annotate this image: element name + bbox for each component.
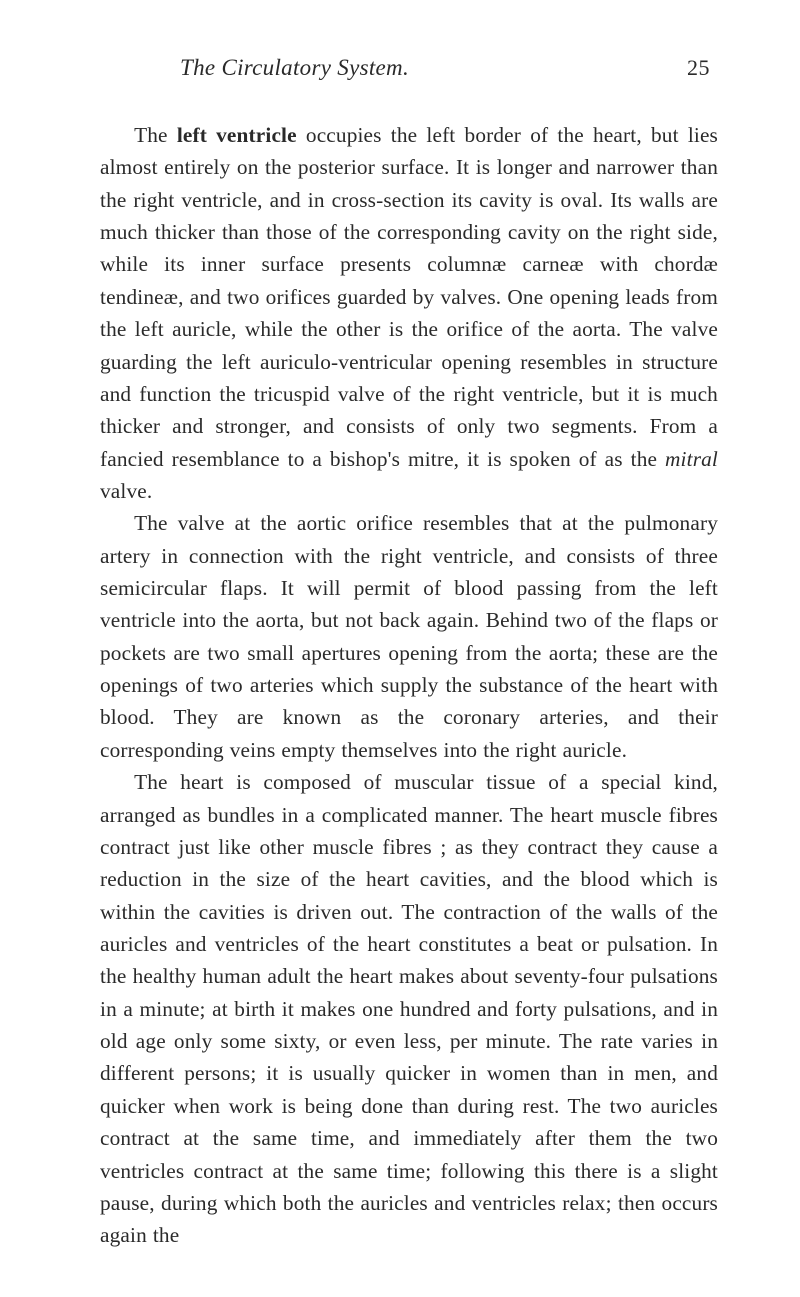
page-number: 25: [687, 55, 710, 81]
text-run: occupies the left border of the heart, b…: [100, 123, 718, 471]
paragraph-2: The valve at the aortic orifice resemble…: [100, 507, 718, 766]
body-text: The left ventricle occupies the left bor…: [100, 119, 718, 1252]
page-header: The Circulatory System. 25: [100, 55, 718, 81]
paragraph-3: The heart is composed of muscular tissue…: [100, 766, 718, 1251]
text-run: The: [134, 123, 177, 147]
text-run: left ventricle: [177, 123, 306, 147]
running-title: The Circulatory System.: [180, 55, 409, 81]
text-run: mitral: [665, 447, 718, 471]
text-run: valve.: [100, 479, 152, 503]
text-run: The valve at the aortic orifice resemble…: [100, 511, 718, 762]
paragraph-1: The left ventricle occupies the left bor…: [100, 119, 718, 507]
text-run: The heart is composed of muscular tissue…: [100, 770, 718, 1247]
